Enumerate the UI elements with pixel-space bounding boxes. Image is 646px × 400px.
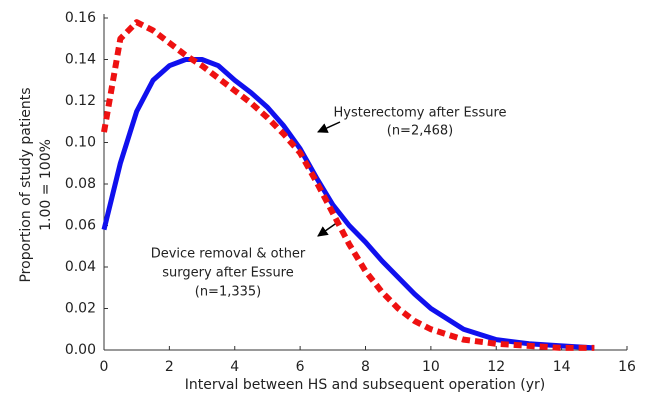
y-tick-label: 0.10 (65, 135, 96, 151)
y-axis-label-line: Proportion of study patients (18, 87, 34, 282)
annotation: Device removal & other surgery after Ess… (151, 221, 339, 300)
line-series (101, 19, 595, 351)
x-tick-label: 10 (422, 359, 440, 375)
annotation-text: Hysterectomy after Essure (333, 106, 506, 121)
y-tick-label: 0.12 (65, 93, 96, 109)
y-axis-label: Proportion of study patients 1.00 = 100% (18, 87, 54, 282)
y-axis-label-line: 1.00 = 100% (38, 139, 54, 231)
arrow (317, 121, 341, 133)
y-tick-label: 0.02 (65, 301, 96, 317)
y-tick-label: 0.04 (65, 259, 96, 275)
arrow (317, 221, 339, 237)
annotation-text: Device removal & other (151, 247, 306, 262)
x-tick-label: 8 (361, 359, 370, 375)
x-tick-label: 6 (296, 359, 305, 375)
x-axis-label: Interval between HS and subsequent opera… (185, 377, 546, 393)
annotation-text: (n=1,335) (195, 285, 262, 300)
line-series (101, 57, 595, 351)
x-tick-label: 4 (230, 359, 239, 375)
annotation-text: (n=2,468) (387, 124, 454, 139)
y-tick-label: 0.14 (65, 52, 96, 68)
annotation-text: surgery after Essure (162, 266, 294, 281)
y-tick-label: 0.00 (65, 342, 96, 358)
x-tick-label: 12 (487, 359, 505, 375)
annotation: Hysterectomy after Essure (n=2,468) (317, 106, 507, 139)
x-tick-label: 16 (618, 359, 636, 375)
y-tick-label: 0.08 (65, 176, 96, 192)
x-tick-label: 2 (165, 359, 174, 375)
x-tick-label: 14 (553, 359, 571, 375)
y-tick-label: 0.16 (65, 10, 96, 26)
x-tick-label: 0 (100, 359, 109, 375)
y-tick-label: 0.06 (65, 218, 96, 234)
